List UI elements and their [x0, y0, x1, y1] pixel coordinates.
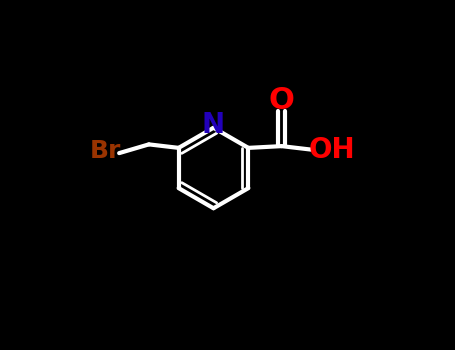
- Text: N: N: [202, 111, 225, 139]
- Text: Br: Br: [90, 139, 121, 163]
- Text: OH: OH: [308, 135, 355, 164]
- Text: O: O: [268, 86, 294, 115]
